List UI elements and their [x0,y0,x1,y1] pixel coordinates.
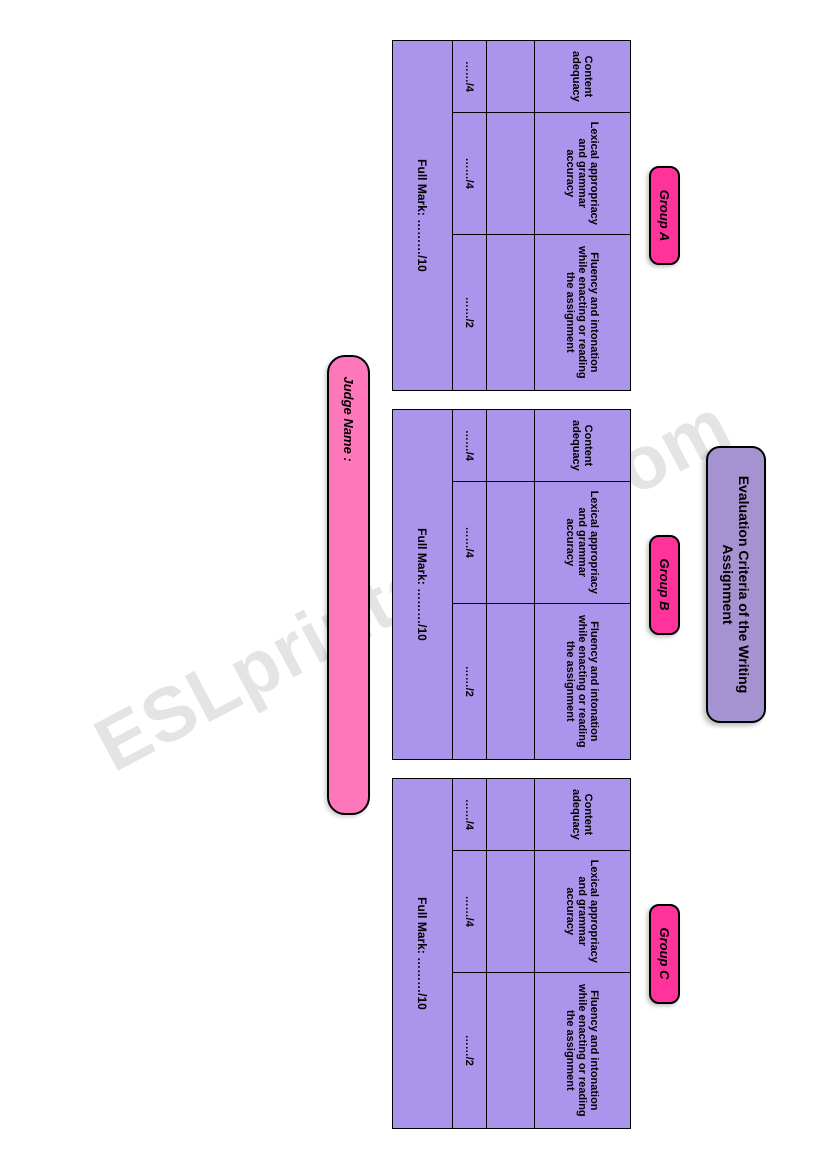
score-cell: ……/4 [453,779,487,851]
score-cell: ……/4 [453,112,487,234]
table-row: Full Mark: ………/10 [393,41,453,391]
blank-cell [487,603,535,759]
group-a-column: Group A Content adequacy Lexical appropr… [392,40,680,391]
fullmark-cell: Full Mark: ………/10 [393,41,453,391]
table-row [487,410,535,760]
score-cell: ……/2 [453,603,487,759]
blank-cell [487,850,535,972]
criteria-cell: Fluency and intonation while enacting or… [535,234,631,390]
blank-cell [487,41,535,113]
score-cell: ……/4 [453,850,487,972]
group-b-column: Group B Content adequacy Lexical appropr… [392,409,680,760]
groups-row: Group A Content adequacy Lexical appropr… [392,40,680,1129]
page-rotated-container: Evaluation Criteria of the Writing Assig… [0,0,826,1169]
blank-cell [487,972,535,1128]
table-row: ……/4 ……/4 ……/2 [453,41,487,391]
table-row: Content adequacy Lexical appropriacy and… [535,410,631,760]
group-c-label: Group C [649,904,680,1004]
criteria-cell: Lexical appropriacy and grammar accuracy [535,112,631,234]
score-cell: ……/4 [453,481,487,603]
group-a-label: Group A [649,166,680,266]
table-row: ……/4 ……/4 ……/2 [453,410,487,760]
table-row [487,41,535,391]
group-b-label: Group B [649,535,680,635]
group-b-table: Content adequacy Lexical appropriacy and… [392,409,631,760]
blank-cell [487,112,535,234]
fullmark-cell: Full Mark: ………/10 [393,779,453,1129]
criteria-cell: Content adequacy [535,779,631,851]
score-cell: ……/4 [453,410,487,482]
group-a-table: Content adequacy Lexical appropriacy and… [392,40,631,391]
criteria-cell: Lexical appropriacy and grammar accuracy [535,850,631,972]
table-row: Full Mark: ………/10 [393,779,453,1129]
table-row: Full Mark: ………/10 [393,410,453,760]
group-c-column: Group C Content adequacy Lexical appropr… [392,778,680,1129]
score-cell: ……/4 [453,41,487,113]
criteria-cell: Content adequacy [535,410,631,482]
score-cell: ……/2 [453,972,487,1128]
criteria-cell: Content adequacy [535,41,631,113]
judge-name-box: Judge Name : [327,355,370,815]
group-c-table: Content adequacy Lexical appropriacy and… [392,778,631,1129]
criteria-cell: Lexical appropriacy and grammar accuracy [535,481,631,603]
table-row: Content adequacy Lexical appropriacy and… [535,41,631,391]
blank-cell [487,410,535,482]
criteria-cell: Fluency and intonation while enacting or… [535,603,631,759]
fullmark-cell: Full Mark: ………/10 [393,410,453,760]
score-cell: ……/2 [453,234,487,390]
table-row: Content adequacy Lexical appropriacy and… [535,779,631,1129]
title-line2: Assignment [720,476,736,694]
blank-cell [487,234,535,390]
criteria-cell: Fluency and intonation while enacting or… [535,972,631,1128]
title-line1: Evaluation Criteria of the Writing [736,476,752,694]
table-row [487,779,535,1129]
table-row: ……/4 ……/4 ……/2 [453,779,487,1129]
blank-cell [487,481,535,603]
blank-cell [487,779,535,851]
page-title-box: Evaluation Criteria of the Writing Assig… [706,446,766,724]
